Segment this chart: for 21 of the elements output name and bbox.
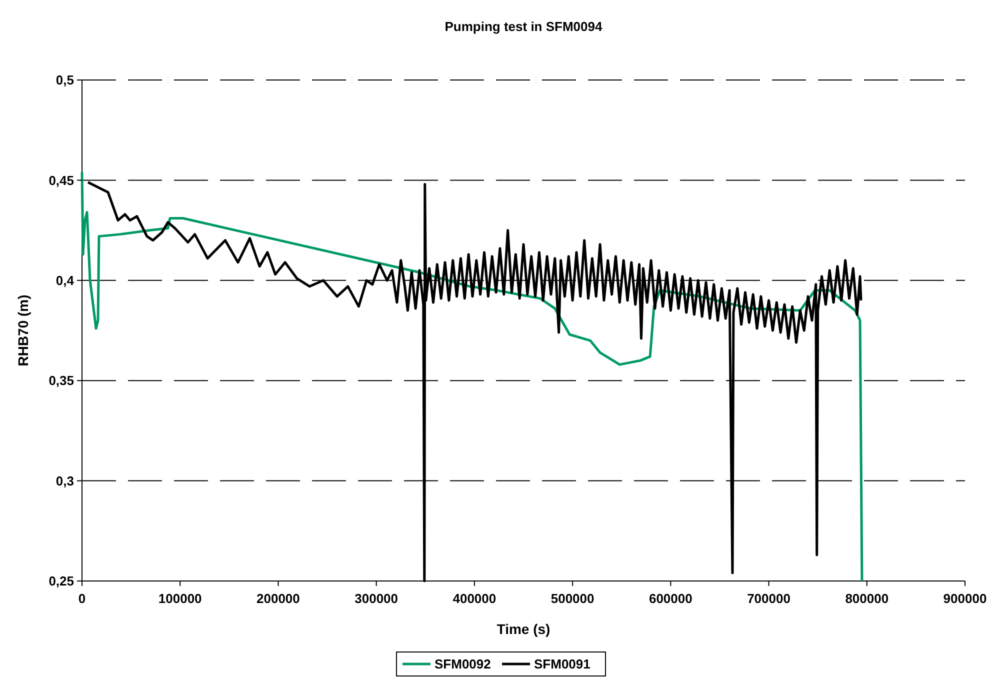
y-tick-label: 0,3 <box>56 473 74 488</box>
y-tick-label: 0,25 <box>48 574 74 589</box>
x-tick-label: 600000 <box>648 591 692 606</box>
x-tick-label: 500000 <box>550 591 594 606</box>
y-tick-label: 0,5 <box>56 72 74 88</box>
x-tick-label: 900000 <box>943 591 987 606</box>
y-tick-label: 0,4 <box>56 272 75 288</box>
legend-label: SFM0091 <box>534 656 590 672</box>
x-tick-label: 300000 <box>354 591 398 606</box>
y-tick-label: 0,45 <box>48 172 74 188</box>
legend-label: SFM0092 <box>434 656 491 672</box>
x-tick-label: 0 <box>78 591 86 606</box>
x-tick-label: 200000 <box>256 591 300 606</box>
chart-title: Pumping test in SFM0094 <box>444 19 603 34</box>
y-tick-label: 0,35 <box>48 373 74 388</box>
x-tick-label: 800000 <box>845 591 889 606</box>
x-axis-title: Time (s) <box>496 621 550 637</box>
x-tick-label: 100000 <box>158 591 202 606</box>
x-tick-label: 700000 <box>747 591 790 606</box>
y-axis-title: RHB70 (m) <box>15 294 31 366</box>
x-tick-label: 400000 <box>452 591 496 606</box>
